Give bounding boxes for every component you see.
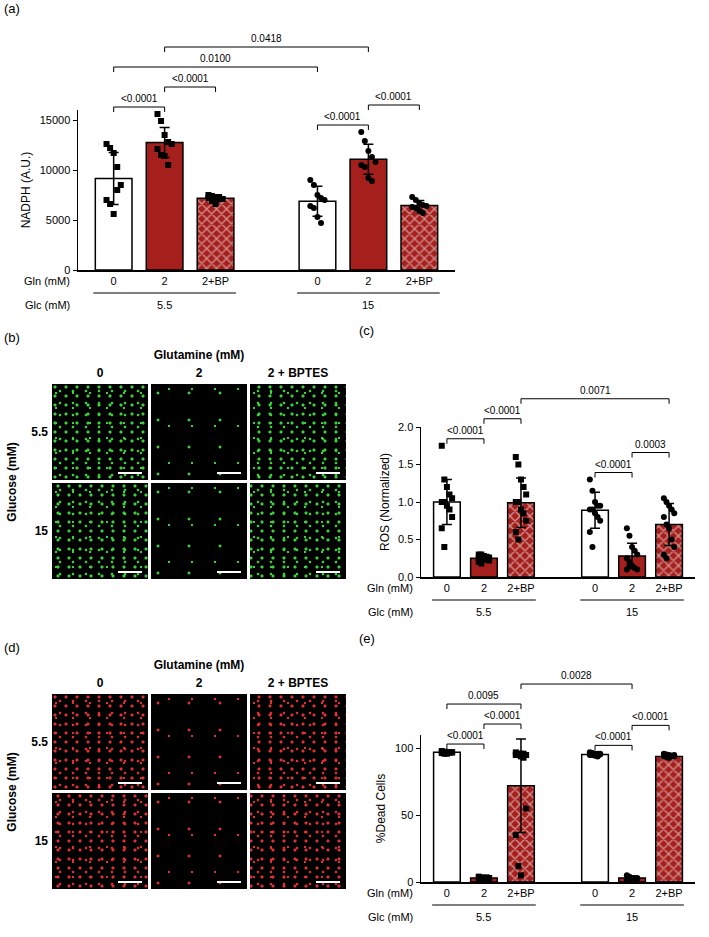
html-text:2 + BPTES: 2 + BPTES — [267, 366, 329, 380]
html-text:(b): (b) — [4, 330, 20, 345]
html-text:5.5: 5.5 — [31, 425, 48, 439]
svg-text:<0.0001: <0.0001 — [632, 711, 669, 722]
svg-text:0: 0 — [407, 876, 413, 888]
svg-text:5.5: 5.5 — [157, 299, 172, 311]
svg-text:0.0100: 0.0100 — [200, 53, 231, 64]
svg-text:0.0003: 0.0003 — [635, 439, 666, 450]
svg-text:%Dead Cells: %Dead Cells — [374, 774, 388, 843]
svg-text:2+BP: 2+BP — [507, 887, 534, 899]
svg-text:2: 2 — [629, 582, 635, 594]
svg-text:0: 0 — [314, 275, 320, 287]
svg-text:50: 50 — [401, 809, 413, 821]
svg-text:(e): (e) — [359, 631, 375, 646]
svg-text:<0.0001: <0.0001 — [595, 731, 632, 742]
svg-text:15000: 15000 — [40, 114, 71, 126]
svg-text:10000: 10000 — [40, 164, 71, 176]
html-text:5.5: 5.5 — [31, 735, 48, 749]
svg-text:0.5: 0.5 — [398, 533, 413, 545]
svg-text:ROS (Normalized): ROS (Normalized) — [378, 453, 392, 551]
svg-text:1.0: 1.0 — [398, 496, 413, 508]
svg-text:2.0: 2.0 — [398, 421, 413, 433]
html-text:15: 15 — [34, 834, 48, 848]
svg-text:NADPH (A.U.): NADPH (A.U.) — [19, 152, 33, 229]
svg-text:<0.0001: <0.0001 — [172, 73, 209, 84]
svg-text:2+BP: 2+BP — [655, 887, 682, 899]
html-text:Glucose (mM): Glucose (mM) — [5, 751, 19, 832]
svg-text:Glc (mM): Glc (mM) — [368, 911, 413, 923]
svg-text:<0.0001: <0.0001 — [447, 425, 484, 436]
svg-text:0.0: 0.0 — [398, 571, 413, 583]
svg-text:0.0095: 0.0095 — [468, 690, 499, 701]
svg-text:2: 2 — [162, 275, 168, 287]
svg-text:1.5: 1.5 — [398, 458, 413, 470]
svg-text:Glc (mM): Glc (mM) — [368, 606, 413, 618]
svg-text:0.0028: 0.0028 — [561, 670, 592, 681]
svg-text:<0.0001: <0.0001 — [121, 93, 158, 104]
svg-text:15: 15 — [626, 911, 638, 923]
svg-text:5.5: 5.5 — [476, 606, 491, 618]
html-text:2 + BPTES: 2 + BPTES — [267, 676, 329, 690]
svg-text:2: 2 — [481, 582, 487, 594]
html-text:0: 0 — [96, 676, 104, 690]
svg-text:0: 0 — [64, 264, 70, 276]
svg-text:(c): (c) — [359, 323, 374, 338]
svg-text:5000: 5000 — [46, 214, 70, 226]
svg-text:0: 0 — [592, 582, 598, 594]
svg-text:<0.0001: <0.0001 — [484, 710, 521, 721]
svg-text:<0.0001: <0.0001 — [484, 405, 521, 416]
svg-text:0: 0 — [592, 887, 598, 899]
html-text:15: 15 — [34, 524, 48, 538]
svg-text:<0.0001: <0.0001 — [324, 111, 361, 122]
html-text:Glutamine (mM): Glutamine (mM) — [153, 658, 245, 672]
svg-text:2+BP: 2+BP — [406, 275, 433, 287]
svg-text:Gln (mM): Gln (mM) — [367, 582, 413, 594]
html-text:(d): (d) — [4, 640, 20, 655]
html-text:Glutamine (mM): Glutamine (mM) — [153, 348, 245, 362]
svg-text:2: 2 — [365, 275, 371, 287]
svg-text:0: 0 — [444, 582, 450, 594]
svg-text:15: 15 — [362, 299, 374, 311]
svg-text:0.0071: 0.0071 — [580, 385, 611, 396]
svg-text:Gln (mM): Gln (mM) — [367, 887, 413, 899]
svg-text:2+BP: 2+BP — [655, 582, 682, 594]
svg-text:2+BP: 2+BP — [202, 275, 229, 287]
html-text:0: 0 — [96, 366, 104, 380]
svg-text:5.5: 5.5 — [476, 911, 491, 923]
svg-text:0.0418: 0.0418 — [251, 33, 282, 44]
svg-text:2+BP: 2+BP — [507, 582, 534, 594]
svg-text:Gln (mM): Gln (mM) — [24, 275, 70, 287]
svg-text:2: 2 — [481, 887, 487, 899]
svg-text:15: 15 — [626, 606, 638, 618]
html-text:Glucose (mM): Glucose (mM) — [5, 441, 19, 522]
svg-text:2: 2 — [629, 887, 635, 899]
html-text:2: 2 — [195, 366, 203, 380]
svg-text:Glc (mM): Glc (mM) — [25, 299, 70, 311]
svg-text:0: 0 — [111, 275, 117, 287]
svg-text:<0.0001: <0.0001 — [375, 91, 412, 102]
svg-text:(a): (a) — [4, 1, 20, 16]
svg-text:0: 0 — [444, 887, 450, 899]
svg-text:<0.0001: <0.0001 — [595, 459, 632, 470]
svg-text:<0.0001: <0.0001 — [447, 730, 484, 741]
svg-text:100: 100 — [395, 742, 413, 754]
html-text:2: 2 — [195, 676, 203, 690]
